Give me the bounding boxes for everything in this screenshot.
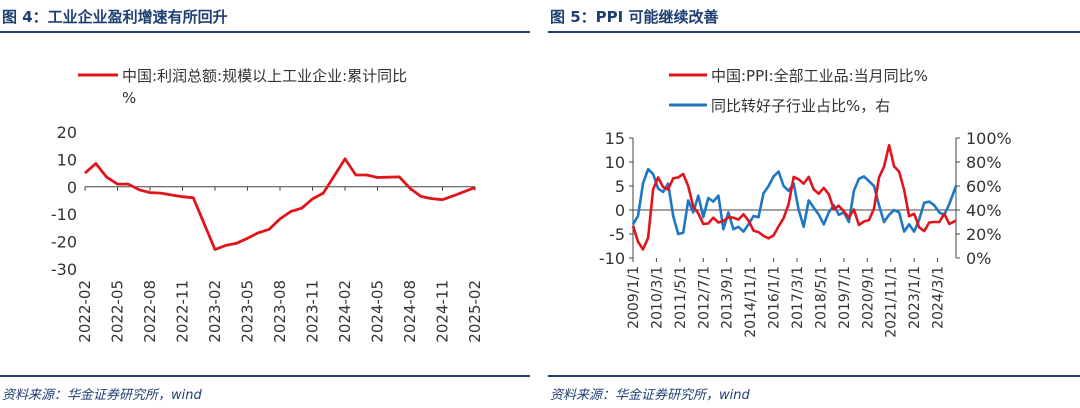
x-tick-label: 2024-11 bbox=[434, 280, 452, 343]
right-footer-rule bbox=[548, 375, 1080, 377]
y-tick-label: 0 bbox=[67, 178, 77, 197]
x-tick-label: 2023/1/1 bbox=[907, 266, 923, 329]
left-source-note: 资料来源：华金证券研究所，wind bbox=[2, 388, 202, 403]
y-tick-label-left: 0 bbox=[615, 201, 625, 220]
y-tick-label-right: 80% bbox=[966, 153, 1002, 172]
y-tick-label-left: 10 bbox=[605, 153, 625, 172]
left-figure-title: 图 4：工业企业盈利增速有所回升 bbox=[2, 8, 228, 26]
y-tick-label: -10 bbox=[51, 205, 77, 224]
legend-label-profit: % bbox=[122, 89, 136, 107]
y-tick-label: 20 bbox=[57, 123, 77, 142]
x-tick-label: 2014/11/1 bbox=[743, 266, 759, 338]
x-tick-label: 2016/1/1 bbox=[767, 266, 783, 329]
x-tick-label: 2020/9/1 bbox=[860, 266, 876, 329]
x-tick-label: 2013/9/1 bbox=[720, 266, 736, 329]
x-tick-label: 2010/3/1 bbox=[649, 266, 665, 329]
y-tick-label: -30 bbox=[51, 260, 77, 279]
x-tick-label: 2024-08 bbox=[401, 280, 419, 343]
y-tick-label-right: 60% bbox=[966, 177, 1002, 196]
y-tick-label-right: 40% bbox=[966, 201, 1002, 220]
x-tick-label: 2024-02 bbox=[336, 280, 354, 343]
y-tick-label-right: 20% bbox=[966, 225, 1002, 244]
x-tick-label: 2023-08 bbox=[271, 280, 289, 343]
right-title-rule bbox=[548, 31, 1080, 33]
left-title-rule bbox=[0, 31, 530, 33]
x-tick-label: 2017/3/1 bbox=[790, 266, 806, 329]
legend-label-improving-share: 同比转好子行业占比%，右 bbox=[711, 97, 890, 115]
legend-label-profit: 中国:利润总额:规模以上工业企业:累计同比 bbox=[122, 67, 407, 85]
x-tick-label: 2009/1/1 bbox=[626, 266, 642, 329]
y-tick-label-left: -10 bbox=[599, 249, 625, 268]
x-tick-label: 2023-11 bbox=[304, 280, 322, 343]
right-figure-panel: 图 5：PPI 可能继续改善 中国:PPI:全部工业品:当月同比% 同比转好子行业… bbox=[548, 0, 1080, 408]
y-tick-label-left: -5 bbox=[609, 225, 625, 244]
x-tick-label: 2025-02 bbox=[466, 280, 484, 343]
x-tick-label: 2019/7/1 bbox=[837, 266, 853, 329]
y-tick-label: -20 bbox=[51, 233, 77, 252]
ppi-chart: 中国:PPI:全部工业品:当月同比% 同比转好子行业占比%，右 15 10 5 0 -5 -1… bbox=[599, 67, 1012, 338]
x-tick-label: 2022-02 bbox=[76, 280, 94, 343]
right-source-note: 资料来源：华金证券研究所，wind bbox=[550, 388, 750, 403]
left-figure-panel: 图 4：工业企业盈利增速有所回升 中国:利润总额:规模以上工业企业:累计同比% 2… bbox=[0, 0, 530, 408]
y-tick-label-left: 5 bbox=[615, 177, 625, 196]
y-tick-label: 10 bbox=[57, 150, 77, 169]
x-tick-label: 2022-05 bbox=[109, 280, 127, 343]
y-tick-label-right: 0% bbox=[966, 249, 991, 268]
right-figure-title: 图 5：PPI 可能继续改善 bbox=[550, 8, 719, 26]
profit-growth-chart: 中国:利润总额:规模以上工业企业:累计同比%20100-10-20-302022… bbox=[51, 67, 484, 343]
x-tick-label: 2011/5/1 bbox=[673, 266, 689, 329]
x-tick-label: 2023-05 bbox=[239, 280, 257, 343]
legend-label-ppi: 中国:PPI:全部工业品:当月同比% bbox=[711, 67, 928, 85]
x-tick-label: 2012/7/1 bbox=[696, 266, 712, 329]
y-tick-label-left: 15 bbox=[605, 129, 625, 148]
x-tick-label: 2023-02 bbox=[206, 280, 224, 343]
x-tick-label: 2022-11 bbox=[174, 280, 192, 343]
x-tick-label: 2022-08 bbox=[141, 280, 159, 343]
series-line-ppi bbox=[631, 143, 957, 251]
left-footer-rule bbox=[0, 375, 530, 377]
x-tick-label: 2018/5/1 bbox=[813, 266, 829, 329]
y-tick-label-right: 100% bbox=[966, 129, 1012, 148]
series-line-profit bbox=[84, 157, 476, 251]
x-tick-label: 2024-05 bbox=[369, 280, 387, 343]
x-tick-label: 2021/11/1 bbox=[884, 266, 900, 338]
x-tick-label: 2024/3/1 bbox=[931, 266, 947, 329]
